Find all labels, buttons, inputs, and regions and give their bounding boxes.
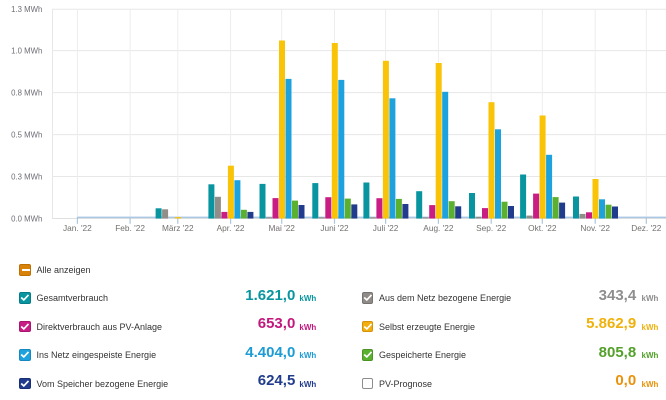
svg-text:0.8 MWh: 0.8 MWh [11,89,42,98]
svg-text:0.5 MWh: 0.5 MWh [11,131,42,140]
svg-text:0.3 MWh: 0.3 MWh [11,172,42,181]
svg-text:Juni '22: Juni '22 [320,223,349,233]
svg-text:Feb. '22: Feb. '22 [115,223,145,233]
svg-text:Nov. '22: Nov. '22 [580,223,610,233]
svg-text:Apr. '22: Apr. '22 [217,223,245,233]
svg-text:Sep. '22: Sep. '22 [476,223,507,233]
svg-text:Mai '22: Mai '22 [268,223,295,233]
svg-text:1.3 MWh: 1.3 MWh [11,5,42,14]
svg-text:Dez. '22: Dez. '22 [631,223,662,233]
svg-text:Jan. '22: Jan. '22 [63,223,92,233]
svg-text:Juli '22: Juli '22 [373,223,399,233]
svg-text:März '22: März '22 [162,223,194,233]
svg-text:0.0 MWh: 0.0 MWh [11,214,42,223]
svg-text:Aug. '22: Aug. '22 [423,223,454,233]
svg-text:1.0 MWh: 1.0 MWh [11,47,42,56]
svg-text:Okt. '22: Okt. '22 [528,223,557,233]
